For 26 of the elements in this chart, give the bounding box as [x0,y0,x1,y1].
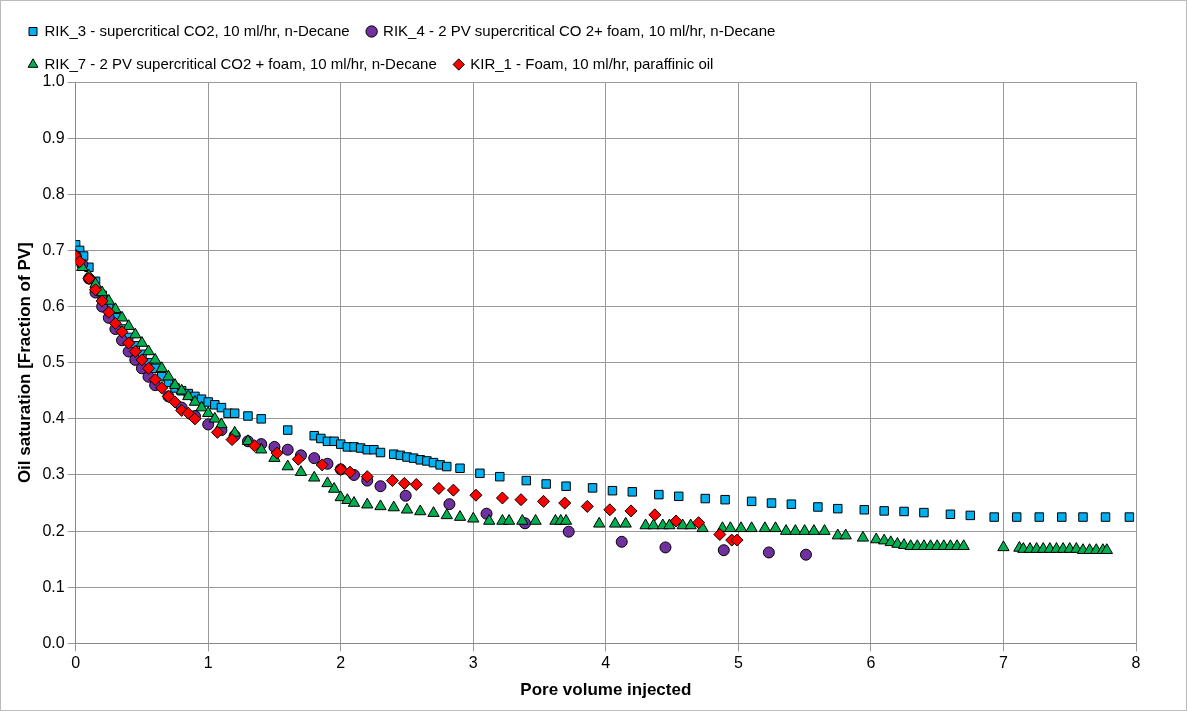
legend-label: KIR_1 - Foam, 10 ml/hr, paraffinic oil [470,54,714,72]
legend-label: RIK_4 - 2 PV supercritical CO 2+ foam, 10 ml/hr, n-Decane [383,21,776,39]
y-tick-label: 0.6 [42,296,65,314]
x-tick-label: 8 [1131,654,1141,672]
y-tick-label: 0.2 [42,521,65,539]
y-tick-label: 1.0 [42,72,65,90]
x-tick-label: 7 [999,654,1008,672]
y-tick-label: 0.8 [42,184,65,202]
y-tick-label: 0.0 [42,633,65,651]
y-tick-label: 0.4 [42,409,65,427]
y-tick-label: 0.1 [42,577,65,595]
y-tick-label: 0.5 [42,353,65,371]
x-tick-label: 5 [733,654,743,672]
x-tick-label: 0 [71,654,81,672]
x-tick-label: 3 [468,654,478,672]
x-axis-title: Pore volume injected [520,680,692,700]
x-tick-label: 6 [866,654,876,672]
legend-label: RIK_3 - supercritical CO2, 10 ml/hr, n-Decane [44,21,350,39]
y-axis-title: Oil saturation [Fraction of PV] [14,242,34,484]
x-tick-label: 2 [336,654,346,672]
x-tick-label: 1 [203,654,213,672]
y-tick-label: 0.9 [42,128,65,146]
legend-label: RIK_7 - 2 PV supercritical CO2 + foam, 10 ml/hr, n-Decane [44,54,437,72]
y-tick-label: 0.7 [42,240,65,258]
x-tick-label: 4 [601,654,611,672]
y-tick-label: 0.3 [42,465,65,483]
